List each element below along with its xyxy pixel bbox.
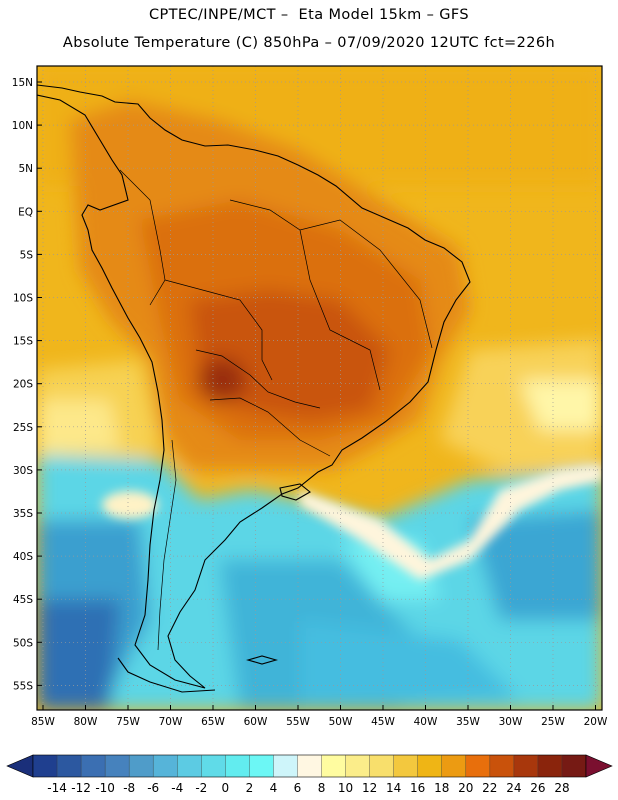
colorbar-swatch — [417, 755, 443, 777]
lat-tick-label: 5S — [20, 249, 34, 261]
lon-tick-label: 50W — [329, 716, 353, 728]
chart-title-line-2: Absolute Temperature (C) 850hPa – 07/09/… — [62, 35, 556, 51]
colorbar-swatch — [537, 755, 563, 777]
colorbar-swatch — [369, 755, 395, 777]
lon-tick-label: 45W — [371, 716, 395, 728]
colorbar-swatch — [465, 755, 491, 777]
colorbar-label: 8 — [318, 781, 326, 795]
lon-tick-label: 85W — [31, 716, 55, 728]
temperature-field — [37, 66, 602, 710]
colorbar-label: 22 — [482, 781, 497, 795]
colorbar-swatch — [441, 755, 467, 777]
map-frame — [36, 65, 603, 711]
colorbar-label: 4 — [270, 781, 278, 795]
lon-tick-label: 55W — [286, 716, 310, 728]
longitude-axis: 85W 80W 75W 70W 65W 60W 55W 50W 45W 40W 35W 30W 25W 2… — [31, 705, 608, 728]
lat-tick-label: 50S — [13, 637, 33, 649]
colorbar-swatch — [177, 755, 202, 777]
lon-tick-label: 80W — [74, 716, 98, 728]
colorbar-swatch — [561, 755, 587, 777]
colorbar-label: 18 — [434, 781, 449, 795]
colorbar-under-arrow — [6, 754, 34, 778]
lon-tick-label: 25W — [541, 716, 565, 728]
colorbar-swatch — [33, 755, 58, 777]
colorbar-swatch — [57, 755, 82, 777]
colorbar-swatch — [225, 755, 250, 777]
colorbar-swatch — [345, 755, 371, 777]
colorbar-label: 6 — [294, 781, 302, 795]
lon-tick-label: 35W — [456, 716, 480, 728]
colorbar-label: -12 — [71, 781, 91, 795]
colorbar-swatch — [81, 755, 106, 777]
lat-tick-label: 25S — [13, 422, 33, 434]
lon-tick-label: 30W — [499, 716, 523, 728]
colorbar-over-arrow — [585, 754, 613, 778]
colorbar-swatch — [105, 755, 130, 777]
map-gridlines — [37, 66, 602, 710]
colorbar-swatch — [513, 755, 539, 777]
colorbar-swatch — [153, 755, 178, 777]
colorbar-label: 24 — [506, 781, 521, 795]
colorbar-swatch — [273, 755, 298, 777]
lat-tick-label: 45S — [13, 594, 33, 606]
colorbar-label: -2 — [195, 781, 207, 795]
lat-tick-label: 30S — [13, 465, 33, 477]
colorbar-swatch — [201, 755, 226, 777]
colorbar-label: 12 — [362, 781, 377, 795]
colorbar-label: -14 — [47, 781, 67, 795]
colorbar-swatch — [489, 755, 515, 777]
colorbar-label: 20 — [458, 781, 473, 795]
lon-tick-label: 20W — [584, 716, 608, 728]
lon-tick-label: 65W — [201, 716, 225, 728]
lat-tick-label: 20S — [13, 379, 33, 391]
lat-tick-label: EQ — [18, 206, 33, 218]
country-borders — [119, 169, 433, 651]
colorbar-swatch — [297, 755, 322, 777]
lat-tick-label: 55S — [13, 680, 33, 692]
colorbar-label: -6 — [147, 781, 159, 795]
lon-tick-label: 60W — [244, 716, 268, 728]
colorbar-label: 0 — [222, 781, 230, 795]
colorbar-label: 10 — [338, 781, 353, 795]
lat-tick-label: 15S — [13, 336, 33, 348]
colorbar-swatch — [393, 755, 419, 777]
colorbar-label: -8 — [123, 781, 135, 795]
colorbar-swatch — [321, 755, 346, 777]
coastlines — [37, 84, 471, 693]
colorbar-label: -10 — [95, 781, 115, 795]
colorbar-swatch — [129, 755, 154, 777]
colorbar-label: 26 — [530, 781, 545, 795]
colorbar-label: 28 — [554, 781, 569, 795]
lon-tick-label: 40W — [414, 716, 438, 728]
colorbar: -14 -12 -10 -8 -6 -4 -2 0 2 4 6 8 10 12 14 16 18 20 22 24 26… — [6, 754, 613, 795]
lat-tick-label: 10S — [13, 293, 33, 305]
lat-tick-label: 40S — [13, 551, 33, 563]
lat-tick-label: 35S — [13, 508, 33, 520]
colorbar-swatch — [249, 755, 274, 777]
lat-tick-label: 5N — [18, 163, 33, 175]
latitude-axis: 15N 10N 5N EQ 5S 10S 15S 20S 25S 30S 35S 40S 45S 50S 5… — [12, 77, 42, 692]
chart-title-line-1: CPTEC/INPE/MCT – Eta Model 15km – GFS — [148, 7, 470, 23]
lat-tick-label: 15N — [12, 77, 33, 89]
colorbar-label: 14 — [386, 781, 401, 795]
colorbar-label: 2 — [246, 781, 254, 795]
lat-tick-label: 10N — [12, 120, 33, 132]
colorbar-label: 16 — [410, 781, 425, 795]
colorbar-label: -4 — [171, 781, 183, 795]
lon-tick-label: 70W — [159, 716, 183, 728]
lon-tick-label: 75W — [116, 716, 140, 728]
